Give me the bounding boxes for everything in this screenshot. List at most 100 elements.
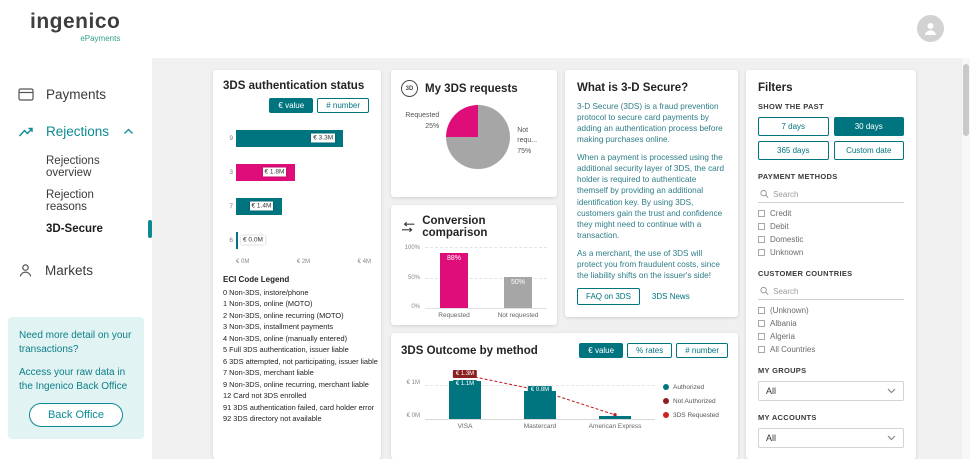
eci-legend-line: 3 Non-3DS, installment payments xyxy=(223,322,334,332)
axis-tick: € 0M xyxy=(236,259,250,265)
customer-country-option-albania[interactable]: Albania xyxy=(758,319,904,328)
y-axis: 100% 50% 0% xyxy=(401,245,425,310)
axis-tick: € 1M xyxy=(406,380,420,386)
legend-label: 3DS Requested xyxy=(673,411,719,419)
secure-paragraph-3: As a merchant, the use of 3DS will prote… xyxy=(577,248,720,280)
legend-dot xyxy=(663,398,669,404)
axis-category-label: Mastercard xyxy=(523,423,557,430)
my-accounts-label: MY ACCOUNTS xyxy=(758,413,817,422)
3ds-requests-pie-chart[interactable] xyxy=(446,105,511,169)
euro-value-toggle-button[interactable]: € value xyxy=(269,98,314,113)
legend-dot xyxy=(663,412,669,418)
customer-countries-search-input[interactable] xyxy=(773,286,902,296)
eci-legend-line: 92 3DS directory not available xyxy=(223,414,322,424)
checkbox[interactable] xyxy=(758,307,765,314)
number-toggle-button[interactable]: # number xyxy=(317,98,369,113)
axis-tick: 100% xyxy=(404,245,420,251)
payment-method-option-credit[interactable]: Credit xyxy=(758,209,904,218)
checkbox[interactable] xyxy=(758,320,765,327)
payment-methods-label: PAYMENT METHODS xyxy=(758,172,838,181)
back-office-button[interactable]: Back Office xyxy=(28,403,124,427)
checkbox[interactable] xyxy=(758,210,765,217)
eci-code-legend: ECI Code Legend 0 Non-3DS, instore/phone… xyxy=(223,275,378,425)
scrollbar[interactable] xyxy=(962,58,970,459)
legend-dot xyxy=(663,384,669,390)
chevron-down-icon xyxy=(887,435,896,441)
card-what-is-3d-secure: What is 3-D Secure? 3-D Secure (3DS) is … xyxy=(565,70,738,317)
number-toggle-button[interactable]: # number xyxy=(676,343,728,358)
eci-legend-line: 4 Non-3DS, online (manually entered) xyxy=(223,333,348,343)
range-button-365-days[interactable]: 365 days xyxy=(758,141,829,160)
bar[interactable]: 50% xyxy=(504,277,532,308)
card-my-3ds-requests: 3D My 3DS requests Requested 25% Not req… xyxy=(391,70,557,197)
bar-slot: 88% xyxy=(431,247,477,308)
bar-value-label: € 1.3M xyxy=(452,369,478,378)
bar[interactable] xyxy=(524,391,556,419)
bar[interactable] xyxy=(599,415,631,419)
pie-label-not-requested: Not requ... 75% xyxy=(517,126,547,158)
sidebar-item-payments[interactable]: Payments xyxy=(0,76,152,113)
sidebar-subitem-rejections-overview[interactable]: Rejections overview xyxy=(46,155,100,179)
sidebar-subitem-3d-secure[interactable]: 3D-Secure xyxy=(0,218,152,240)
plot-area: € 1.3M € 1.1M € 0.8M VISA Mastercard America… xyxy=(425,368,655,434)
auth-bar-row: 9 € 3.3M xyxy=(223,121,371,155)
axis-category-label: 6 xyxy=(229,236,233,244)
checkbox-label: (Unknown) xyxy=(770,306,809,315)
faq-on-3ds-button[interactable]: FAQ on 3DS xyxy=(577,287,640,305)
range-button-30-days[interactable]: 30 days xyxy=(833,117,904,136)
payment-method-option-domestic[interactable]: Domestic xyxy=(758,235,904,244)
payment-method-option-unknown[interactable]: Unknown xyxy=(758,248,904,257)
checkbox[interactable] xyxy=(758,346,765,353)
customer-country-option-all-countries[interactable]: All Countries xyxy=(758,345,904,354)
sidebar-item-label: Rejections xyxy=(46,124,110,139)
bar[interactable] xyxy=(236,231,238,249)
my-accounts-dropdown[interactable]: All xyxy=(758,428,904,448)
rates-toggle-button[interactable]: % rates xyxy=(627,343,673,358)
eci-legend-line: 0 Non-3DS, instore/phone xyxy=(223,288,309,297)
range-button-custom-date[interactable]: Custom date xyxy=(833,141,904,160)
eci-legend-title: ECI Code Legend xyxy=(223,275,290,284)
bar[interactable]: 88% xyxy=(440,253,468,308)
brand-subtitle: ePayments xyxy=(80,34,121,43)
checkbox[interactable] xyxy=(758,249,765,256)
sidebar-item-rejections[interactable]: Rejections xyxy=(0,113,152,150)
payment-methods-list: Credit Debit Domestic Unknown xyxy=(758,209,904,257)
euro-value-toggle-button[interactable]: € value xyxy=(579,343,624,358)
checkbox[interactable] xyxy=(758,223,765,230)
checkbox[interactable] xyxy=(758,333,765,340)
customer-country-option-unknown[interactable]: (Unknown) xyxy=(758,306,904,315)
x-axis-labels: Requested Not requested xyxy=(431,312,547,319)
chevron-down-icon xyxy=(887,388,896,394)
info-line-2: Access your raw data in the Ingenico Bac… xyxy=(19,367,128,392)
dropdown-value: All xyxy=(766,433,777,443)
customer-country-option-algeria[interactable]: Algeria xyxy=(758,332,904,341)
dropdown-value: All xyxy=(766,386,777,396)
user-avatar[interactable] xyxy=(917,15,944,42)
card-filters: Filters SHOW THE PAST 7 days 30 days 365 d… xyxy=(746,70,916,459)
backoffice-info-box: Need more detail on your transactions? A… xyxy=(8,317,144,439)
dashboard-main: 3DS authentication status € value # numb… xyxy=(152,58,970,459)
bar-value-label: € 1.4M xyxy=(249,201,274,211)
range-button-7-days[interactable]: 7 days xyxy=(758,117,829,136)
outcome-toggles: € value % rates # number xyxy=(579,343,728,358)
checkbox-label: Unknown xyxy=(770,248,804,257)
scrollbar-thumb[interactable] xyxy=(963,64,969,136)
card-title: What is 3-D Secure? xyxy=(577,82,689,94)
card-title: 3DS Outcome by method xyxy=(401,344,538,357)
legend-label: Not Authorized xyxy=(673,397,716,405)
my-groups-dropdown[interactable]: All xyxy=(758,381,904,401)
axis-tick: 50% xyxy=(407,275,420,281)
checkbox[interactable] xyxy=(758,236,765,243)
slice-percent: 25% xyxy=(425,122,440,130)
sidebar-subitem-rejection-reasons[interactable]: Rejection reasons xyxy=(46,189,94,213)
customer-countries-search xyxy=(758,284,904,300)
sidebar: Payments Rejections Rejections overview R… xyxy=(0,58,152,459)
payment-method-option-debit[interactable]: Debit xyxy=(758,222,904,231)
bar-value-label: € 3.3M xyxy=(311,133,336,143)
3ds-news-button[interactable]: 3DS News xyxy=(651,291,690,301)
sidebar-item-markets[interactable]: Markets xyxy=(0,252,152,289)
legend-item-3ds-requested: 3DS Requested xyxy=(663,412,719,419)
chart-legend: Authorized Not Authorized 3DS Requested xyxy=(663,368,719,434)
card-icon xyxy=(18,88,34,101)
payment-methods-search-input[interactable] xyxy=(773,189,902,199)
